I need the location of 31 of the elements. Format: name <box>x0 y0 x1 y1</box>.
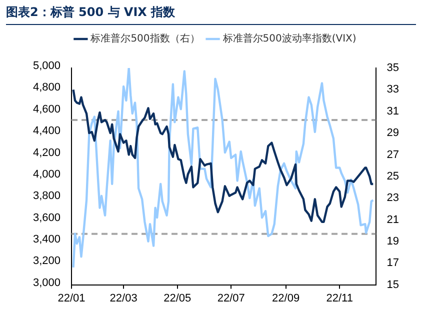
y2-tick-label: 31 <box>386 105 400 118</box>
x-tick-label: 22/01 <box>58 292 86 304</box>
y2-tick-label: 27 <box>386 148 400 161</box>
x-tick-label: 22/05 <box>164 292 192 304</box>
y2-tick-label: 21 <box>386 214 400 226</box>
chart-title: 图表2：标普 500 与 VIX 指数 <box>6 4 416 25</box>
y-tick-label: 3,200 <box>32 255 61 268</box>
x-tick-label: 22/07 <box>217 292 245 304</box>
x-tick-label: 22/03 <box>110 292 138 304</box>
x-tick-label: 22/11 <box>326 292 353 304</box>
y2-tick-label: 33 <box>386 84 400 96</box>
y-tick-label: 5,000 <box>32 60 61 72</box>
x-tick-label: 22/09 <box>272 292 300 304</box>
y-tick-label: 4,800 <box>32 82 61 94</box>
y2-tick-label: 25 <box>386 170 400 182</box>
y-tick-label: 4,000 <box>32 168 61 180</box>
y2-tick-label: 35 <box>386 62 400 74</box>
y2-tick-label: 19 <box>386 235 400 248</box>
y-tick-label: 3,000 <box>32 276 61 289</box>
y-tick-label: 4,400 <box>32 125 61 138</box>
legend-label: 标准普尔500波动率指数(VIX) <box>222 32 356 45</box>
y2-tick-label: 15 <box>386 278 400 291</box>
y2-tick-label: 23 <box>386 192 400 204</box>
y-tick-label: 3,400 <box>32 233 61 246</box>
y-tick-label: 4,200 <box>32 146 61 159</box>
y-tick-label: 4,600 <box>32 103 61 116</box>
y2-tick-label: 29 <box>386 127 400 140</box>
y-tick-label: 3,800 <box>32 190 61 202</box>
y-tick-label: 3,600 <box>32 212 61 224</box>
legend-label: 标准普尔500指数（右） <box>90 32 200 45</box>
y2-tick-label: 17 <box>386 257 400 270</box>
